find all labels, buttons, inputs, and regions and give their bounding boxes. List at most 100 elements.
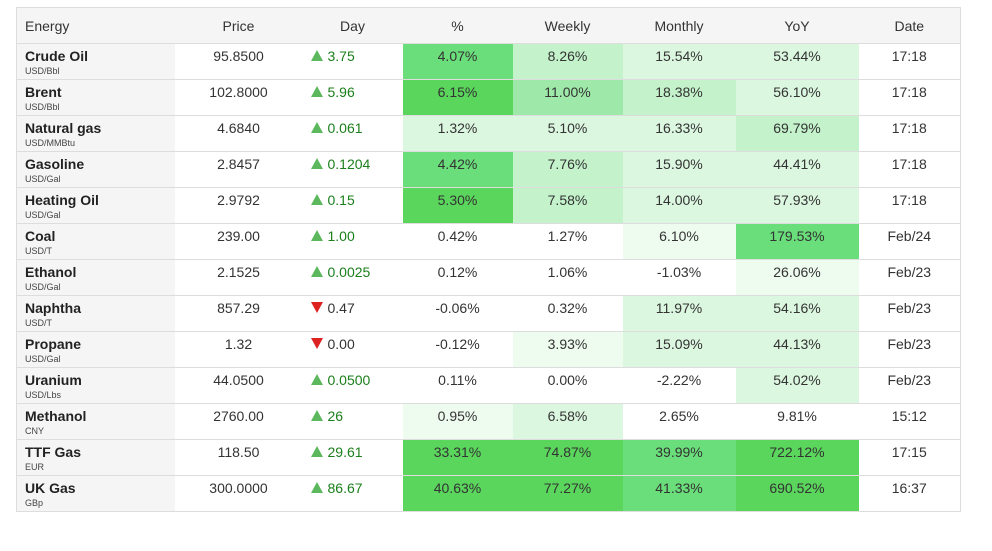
commodity-name-link[interactable]: Coal [25, 228, 56, 244]
commodity-name-link[interactable]: Propane [25, 336, 82, 352]
table-row[interactable]: TTF Gas EUR 118.50 29.61 33.31% 74.87% 39.99% 7… [16, 439, 961, 476]
percent-change-cell: -0.06% [402, 295, 513, 332]
percent-change-cell: 0.95% [402, 403, 513, 440]
header-weekly[interactable]: Weekly [512, 7, 623, 44]
commodity-cell[interactable]: Uranium USD/Lbs [16, 367, 175, 404]
percent-change-cell: -0.12% [402, 331, 513, 368]
table-row[interactable]: Brent USD/Bbl 102.8000 5.96 6.15% 11.00% 18.38… [16, 79, 961, 116]
weekly-change-cell: 0.32% [512, 295, 623, 332]
commodity-unit: USD/Gal [25, 354, 61, 364]
monthly-change-cell: 16.33% [622, 115, 736, 152]
commodity-unit: USD/T [25, 246, 52, 256]
commodity-name-link[interactable]: Crude Oil [25, 48, 89, 64]
weekly-change-cell: 3.93% [512, 331, 623, 368]
commodity-name-link[interactable]: Natural gas [25, 120, 102, 136]
table-row[interactable]: Propane USD/Gal 1.32 0.00 -0.12% 3.93% 15.09% 4… [16, 331, 961, 368]
monthly-change-cell: 15.09% [622, 331, 736, 368]
price-cell: 857.29 [174, 295, 303, 332]
header-date[interactable]: Date [858, 7, 961, 44]
percent-change-cell: 0.11% [402, 367, 513, 404]
table-row[interactable]: Gasoline USD/Gal 2.8457 0.1204 4.42% 7.76% 15.… [16, 151, 961, 188]
commodity-name-link[interactable]: Brent [25, 84, 62, 100]
monthly-change-cell: 6.10% [622, 223, 736, 260]
commodity-name-link[interactable]: Naphtha [25, 300, 81, 316]
table-row[interactable]: Heating Oil USD/Gal 2.9792 0.15 5.30% 7.58% 14… [16, 187, 961, 224]
day-change-value: 86.67 [327, 480, 363, 496]
weekly-change-cell: 7.58% [512, 187, 623, 224]
table-row[interactable]: Coal USD/T 239.00 1.00 0.42% 1.27% 6.10% 179.53… [16, 223, 961, 260]
commodity-cell[interactable]: Methanol CNY [16, 403, 175, 440]
day-change-cell: 26 [302, 403, 403, 440]
commodity-cell[interactable]: Brent USD/Bbl [16, 79, 175, 116]
header-row: Energy Price Day % Weekly Monthly YoY Da… [16, 7, 961, 44]
commodity-unit: CNY [25, 426, 45, 436]
date-cell: 17:18 [858, 151, 961, 188]
header-percent[interactable]: % [402, 7, 513, 44]
triangle-up-icon [310, 158, 323, 169]
price-cell: 300.0000 [174, 475, 303, 512]
day-change-cell: 0.061 [302, 115, 403, 152]
table-row[interactable]: Natural gas USD/MMBtu 4.6840 0.061 1.32% 5.10… [16, 115, 961, 152]
header-monthly[interactable]: Monthly [622, 7, 736, 44]
commodity-cell[interactable]: Ethanol USD/Gal [16, 259, 175, 296]
percent-change-cell: 4.07% [402, 43, 513, 80]
header-day[interactable]: Day [302, 7, 403, 44]
commodity-name-link[interactable]: TTF Gas [25, 444, 82, 460]
monthly-change-cell: 18.38% [622, 79, 736, 116]
yoy-change-cell: 722.12% [735, 439, 859, 476]
commodity-unit: USD/Gal [25, 174, 61, 184]
commodity-name-link[interactable]: Ethanol [25, 264, 77, 280]
yoy-change-cell: 690.52% [735, 475, 859, 512]
percent-change-cell: 6.15% [402, 79, 513, 116]
commodity-cell[interactable]: UK Gas GBp [16, 475, 175, 512]
table-row[interactable]: Naphtha USD/T 857.29 0.47 -0.06% 0.32% 11.97% 5… [16, 295, 961, 332]
monthly-change-cell: 39.99% [622, 439, 736, 476]
yoy-change-cell: 44.41% [735, 151, 859, 188]
percent-change-cell: 0.42% [402, 223, 513, 260]
commodity-name-link[interactable]: Gasoline [25, 156, 85, 172]
commodity-unit: USD/Bbl [25, 66, 60, 76]
table-row[interactable]: Uranium USD/Lbs 44.0500 0.0500 0.11% 0.00% -2.… [16, 367, 961, 404]
weekly-change-cell: 8.26% [512, 43, 623, 80]
commodity-unit: USD/Gal [25, 282, 61, 292]
commodity-cell[interactable]: Crude Oil USD/Bbl [16, 43, 175, 80]
commodity-unit: EUR [25, 462, 45, 472]
commodity-name-link[interactable]: Methanol [25, 408, 87, 424]
commodity-cell[interactable]: Naphtha USD/T [16, 295, 175, 332]
date-cell: Feb/23 [858, 259, 961, 296]
commodity-name-link[interactable]: Uranium [25, 372, 82, 388]
commodity-cell[interactable]: TTF Gas EUR [16, 439, 175, 476]
commodity-unit: GBp [25, 498, 44, 508]
day-change-cell: 3.75 [302, 43, 403, 80]
commodity-cell[interactable]: Gasoline USD/Gal [16, 151, 175, 188]
date-cell: Feb/23 [858, 295, 961, 332]
table-row[interactable]: Methanol CNY 2760.00 26 0.95% 6.58% 2.65% 9.81%… [16, 403, 961, 440]
day-change-cell: 5.96 [302, 79, 403, 116]
header-price[interactable]: Price [174, 7, 303, 44]
day-change-value: 0.47 [327, 300, 355, 316]
percent-change-cell: 0.12% [402, 259, 513, 296]
weekly-change-cell: 7.76% [512, 151, 623, 188]
commodity-cell[interactable]: Coal USD/T [16, 223, 175, 260]
weekly-change-cell: 1.27% [512, 223, 623, 260]
table-row[interactable]: Ethanol USD/Gal 2.1525 0.0025 0.12% 1.06% -1.0… [16, 259, 961, 296]
monthly-change-cell: 2.65% [622, 403, 736, 440]
commodity-name-link[interactable]: Heating Oil [25, 192, 99, 208]
table-row[interactable]: Crude Oil USD/Bbl 95.8500 3.75 4.07% 8.26% 15.… [16, 43, 961, 80]
commodity-name-link[interactable]: UK Gas [25, 480, 76, 496]
commodity-cell[interactable]: Natural gas USD/MMBtu [16, 115, 175, 152]
commodity-unit: USD/Gal [25, 210, 61, 220]
energy-table: Energy Price Day % Weekly Monthly YoY Da… [16, 7, 961, 512]
commodity-cell[interactable]: Propane USD/Gal [16, 331, 175, 368]
commodity-cell[interactable]: Heating Oil USD/Gal [16, 187, 175, 224]
header-energy[interactable]: Energy [16, 7, 175, 44]
date-cell: Feb/23 [858, 331, 961, 368]
price-cell: 102.8000 [174, 79, 303, 116]
date-cell: 17:18 [858, 43, 961, 80]
commodity-unit: USD/MMBtu [25, 138, 76, 148]
header-yoy[interactable]: YoY [735, 7, 859, 44]
price-cell: 2.1525 [174, 259, 303, 296]
day-change-cell: 86.67 [302, 475, 403, 512]
table-row[interactable]: UK Gas GBp 300.0000 86.67 40.63% 77.27% 41.33%… [16, 475, 961, 512]
date-cell: 16:37 [858, 475, 961, 512]
